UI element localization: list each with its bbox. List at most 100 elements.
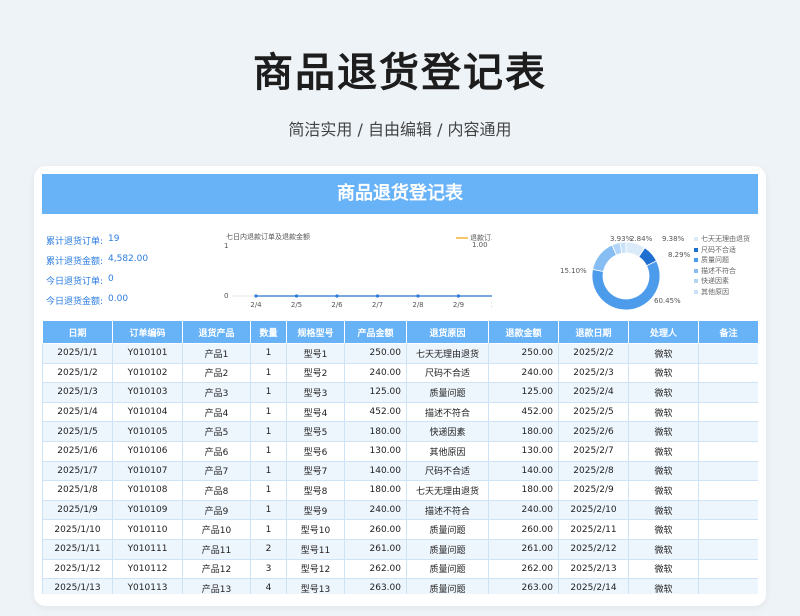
column-header[interactable]: 日期 <box>42 320 113 344</box>
table-cell[interactable]: 尺码不合适 <box>406 362 489 384</box>
table-row[interactable]: 2025/1/9 Y010109 产品9 1 型号9 240.00 描述不符合 240.00 2… <box>42 499 758 521</box>
table-cell[interactable]: 1 <box>250 460 287 482</box>
table-cell[interactable]: 微软 <box>628 343 699 364</box>
table-cell[interactable]: 产品10 <box>182 519 251 540</box>
table-cell[interactable] <box>698 382 758 403</box>
table-cell[interactable]: 型号8 <box>286 480 345 501</box>
table-cell[interactable]: 1 <box>250 440 287 462</box>
table-cell[interactable]: 4 <box>250 578 287 594</box>
table-cell[interactable]: 1 <box>250 401 287 423</box>
table-cell[interactable]: 180.00 <box>488 480 559 501</box>
table-cell[interactable]: 微软 <box>628 519 699 540</box>
table-cell[interactable]: 型号9 <box>286 499 345 521</box>
table-cell[interactable]: 125.00 <box>488 382 559 403</box>
table-row[interactable]: 2025/1/11 Y010111 产品11 2 型号11 261.00 质量问题 261.0… <box>42 538 758 560</box>
table-cell[interactable]: 130.00 <box>488 440 559 462</box>
table-cell[interactable]: 微软 <box>628 382 699 403</box>
table-cell[interactable]: 2025/1/1 <box>42 343 113 364</box>
table-cell[interactable]: 型号6 <box>286 440 345 462</box>
table-cell[interactable]: 2025/1/2 <box>42 362 113 384</box>
table-cell[interactable]: Y010112 <box>112 558 183 580</box>
table-cell[interactable]: 2025/2/4 <box>558 382 629 403</box>
table-row[interactable]: 2025/1/7 Y010107 产品7 1 型号7 140.00 尺码不合适 140.00 2… <box>42 460 758 482</box>
table-cell[interactable]: 微软 <box>628 362 699 384</box>
table-cell[interactable]: 140.00 <box>344 460 407 482</box>
table-cell[interactable]: 型号3 <box>286 382 345 403</box>
table-cell[interactable]: 微软 <box>628 421 699 442</box>
table-cell[interactable]: 180.00 <box>488 421 559 442</box>
table-cell[interactable]: 质量问题 <box>406 578 489 594</box>
table-cell[interactable]: 质量问题 <box>406 382 489 403</box>
table-cell[interactable]: 250.00 <box>488 343 559 364</box>
table-cell[interactable] <box>698 538 758 560</box>
table-row[interactable]: 2025/1/6 Y010106 产品6 1 型号6 130.00 其他原因 130.00 20… <box>42 440 758 462</box>
table-cell[interactable]: 产品5 <box>182 421 251 442</box>
table-cell[interactable]: Y010108 <box>112 480 183 501</box>
table-cell[interactable]: Y010109 <box>112 499 183 521</box>
table-cell[interactable]: 1 <box>250 343 287 364</box>
table-cell[interactable] <box>698 362 758 384</box>
table-cell[interactable]: 2 <box>250 538 287 560</box>
table-cell[interactable]: 微软 <box>628 538 699 560</box>
table-cell[interactable]: Y010105 <box>112 421 183 442</box>
table-cell[interactable]: 1 <box>250 519 287 540</box>
table-cell[interactable]: 尺码不合适 <box>406 460 489 482</box>
table-cell[interactable]: 2025/2/7 <box>558 440 629 462</box>
table-cell[interactable]: 七天无理由退货 <box>406 480 489 501</box>
table-cell[interactable]: 型号12 <box>286 558 345 580</box>
table-cell[interactable]: 2025/1/11 <box>42 538 113 560</box>
table-cell[interactable]: 产品13 <box>182 578 251 594</box>
table-cell[interactable]: 七天无理由退货 <box>406 343 489 364</box>
table-cell[interactable]: 240.00 <box>488 362 559 384</box>
table-cell[interactable]: 质量问题 <box>406 538 489 560</box>
table-cell[interactable]: 180.00 <box>344 480 407 501</box>
table-cell[interactable]: 263.00 <box>488 578 559 594</box>
table-cell[interactable]: 产品1 <box>182 343 251 364</box>
table-cell[interactable]: 2025/1/9 <box>42 499 113 521</box>
table-cell[interactable]: 2025/1/13 <box>42 578 113 594</box>
column-header[interactable]: 订单编码 <box>112 320 183 344</box>
column-header[interactable]: 处理人 <box>628 320 699 344</box>
table-cell[interactable]: 产品12 <box>182 558 251 580</box>
table-row[interactable]: 2025/1/8 Y010108 产品8 1 型号8 180.00 七天无理由退货 180.0… <box>42 480 758 501</box>
table-cell[interactable]: 型号10 <box>286 519 345 540</box>
table-cell[interactable]: Y010113 <box>112 578 183 594</box>
table-cell[interactable]: 产品3 <box>182 382 251 403</box>
table-cell[interactable]: 2025/2/14 <box>558 578 629 594</box>
table-cell[interactable]: 微软 <box>628 440 699 462</box>
table-cell[interactable]: 2025/2/5 <box>558 401 629 423</box>
table-cell[interactable]: 261.00 <box>344 538 407 560</box>
table-cell[interactable]: 1 <box>250 480 287 501</box>
table-cell[interactable]: 2025/2/2 <box>558 343 629 364</box>
column-header[interactable]: 退款日期 <box>558 320 629 344</box>
table-cell[interactable]: 130.00 <box>344 440 407 462</box>
table-cell[interactable]: Y010106 <box>112 440 183 462</box>
table-cell[interactable]: 产品7 <box>182 460 251 482</box>
table-cell[interactable]: 2025/1/7 <box>42 460 113 482</box>
column-header[interactable]: 退货原因 <box>406 320 489 344</box>
table-cell[interactable] <box>698 519 758 540</box>
table-cell[interactable]: Y010110 <box>112 519 183 540</box>
column-header[interactable]: 产品金额 <box>344 320 407 344</box>
table-cell[interactable]: 2025/2/6 <box>558 421 629 442</box>
table-cell[interactable]: 描述不符合 <box>406 499 489 521</box>
table-cell[interactable]: 质量问题 <box>406 519 489 540</box>
table-cell[interactable]: 2025/1/10 <box>42 519 113 540</box>
table-cell[interactable]: 型号1 <box>286 343 345 364</box>
table-cell[interactable]: 产品9 <box>182 499 251 521</box>
table-cell[interactable]: 2025/2/10 <box>558 499 629 521</box>
table-cell[interactable]: Y010101 <box>112 343 183 364</box>
table-cell[interactable]: 快递因素 <box>406 421 489 442</box>
table-cell[interactable]: Y010111 <box>112 538 183 560</box>
table-cell[interactable]: Y010104 <box>112 401 183 423</box>
table-cell[interactable]: 260.00 <box>488 519 559 540</box>
table-row[interactable]: 2025/1/1 Y010101 产品1 1 型号1 250.00 七天无理由退货 250.0… <box>42 343 758 364</box>
table-cell[interactable]: 2025/2/9 <box>558 480 629 501</box>
table-cell[interactable] <box>698 499 758 521</box>
table-cell[interactable] <box>698 578 758 594</box>
table-cell[interactable]: 263.00 <box>344 578 407 594</box>
table-cell[interactable]: 2025/1/12 <box>42 558 113 580</box>
table-cell[interactable]: 2025/1/4 <box>42 401 113 423</box>
table-cell[interactable]: 140.00 <box>488 460 559 482</box>
table-cell[interactable]: 微软 <box>628 499 699 521</box>
